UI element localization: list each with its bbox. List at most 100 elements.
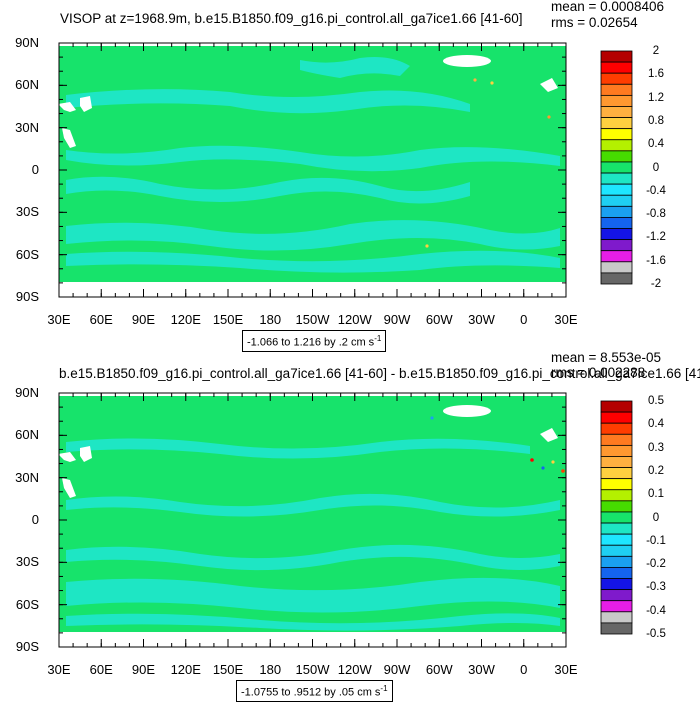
colorbar-label: -1.2: [646, 231, 666, 244]
x-tick-label: 90W: [383, 662, 411, 677]
light-zone: [66, 613, 560, 631]
colorbar-label: -0.1: [646, 534, 666, 547]
colorbar-label: 0.8: [648, 114, 664, 127]
rms-label: rms = 0.02654: [551, 15, 638, 30]
y-tick-label: 90S: [15, 289, 39, 304]
y-tick-label: 30N: [15, 469, 39, 485]
colorbar-2: [600, 400, 633, 635]
colorbar-box: [600, 478, 633, 491]
colorbar-box: [600, 272, 633, 285]
coast-land: [58, 96, 92, 112]
colorbar-box: [600, 50, 633, 63]
x-tick-label: 120W: [337, 312, 372, 327]
colorbar-box: [600, 489, 633, 502]
colorbar-label: 1.2: [648, 91, 664, 104]
y-tick-label: 30N: [15, 119, 39, 135]
value-marker: [547, 115, 551, 119]
colorbar-box: [600, 578, 633, 591]
x-tick-label: 0: [520, 312, 528, 327]
colorbar-label: -1.6: [646, 254, 666, 267]
x-tick-label: 150W: [295, 312, 330, 327]
mean-label: mean = 8.553e-05: [551, 350, 661, 365]
x-tick-label: 30W: [468, 312, 495, 327]
colorbar-box: [600, 261, 633, 274]
markers-1: [425, 78, 551, 248]
panel-title: b.e15.B1850.f09_g16.pi_control.all_ga7ic…: [59, 366, 700, 381]
x-tick-label: 30E: [554, 312, 578, 327]
colorbar-box: [600, 72, 633, 85]
colorbar-box: [600, 106, 633, 118]
x-tick-label: 30E: [47, 312, 71, 327]
light-zone: [66, 176, 470, 204]
colorbar-box: [600, 411, 633, 424]
value-marker: [541, 466, 545, 470]
colorbar-box: [600, 61, 633, 74]
greenland-land: [443, 55, 491, 67]
mean-label: mean = 0.0008406: [551, 0, 664, 14]
value-marker: [530, 458, 534, 462]
x-tick-label: 90E: [131, 312, 156, 327]
colorbar-label: 1.6: [648, 68, 664, 81]
map-patterns-2: [66, 438, 560, 631]
x-tick-label: 30W: [468, 662, 495, 677]
value-marker: [561, 469, 565, 473]
data-range-box: -1.0755 to .9512 by .05 cm s-1: [236, 680, 393, 702]
x-tick-label: 90E: [131, 662, 156, 677]
colorbar-label: 0.3: [648, 441, 664, 454]
y-tick-label: 90N: [15, 35, 39, 50]
greenland-land: [443, 405, 491, 417]
axis-ticks-1: [58, 42, 567, 298]
y-tick-label: 60S: [15, 596, 39, 612]
coast-land: [58, 446, 92, 462]
colorbar-box: [600, 511, 633, 524]
colorbar-box: [600, 117, 633, 130]
colorbar-box: [600, 239, 633, 252]
colorbar-box: [600, 522, 633, 535]
x-tick-label: 30E: [47, 662, 71, 677]
light-zone: [66, 250, 560, 273]
colorbar-box: [600, 228, 633, 241]
range-superscript: -1: [374, 334, 382, 343]
colorbar-box: [600, 83, 633, 96]
colorbar-label: 0.4: [648, 138, 664, 151]
x-tick-label: 180: [259, 312, 282, 327]
colorbar-label: 0.5: [648, 395, 664, 407]
colorbar-label: -2: [650, 278, 662, 290]
colorbar-box: [600, 250, 633, 263]
coast-land: [540, 428, 558, 442]
colorbar-box: [600, 183, 633, 196]
x-tick-label: 60W: [425, 312, 453, 327]
colorbar-box: [600, 422, 633, 435]
range-text: -1.066 to 1.216 by .2 cm s: [247, 336, 375, 349]
y-tick-label: 60N: [15, 77, 39, 93]
value-marker: [425, 244, 429, 248]
x-tick-label: 60E: [89, 312, 113, 327]
x-tick-label: 180: [259, 662, 282, 677]
colorbar-box: [600, 500, 633, 513]
x-tick-label: 150E: [212, 662, 244, 677]
y-tick-label: 0: [31, 162, 39, 177]
y-tick-label: 90S: [15, 639, 39, 654]
top-panel: VISOP at z=1968.9m, b.e15.B1850.f09_g16.…: [0, 0, 700, 352]
colorbar-label: -0.3: [646, 581, 666, 594]
coast-land: [540, 78, 558, 92]
y-tick-label: 60N: [15, 427, 39, 443]
colorbar-box: [600, 544, 633, 557]
light-zone: [66, 145, 560, 172]
markers-2: [430, 416, 565, 473]
colorbar-1: [600, 50, 633, 285]
range-text: -1.0755 to .9512 by .05 cm s: [241, 686, 381, 699]
colorbar-label: 0: [652, 161, 660, 174]
y-tick-label: 30S: [15, 204, 39, 220]
colorbar-box: [600, 622, 633, 635]
colorbar-box: [600, 161, 633, 174]
value-marker: [551, 460, 555, 464]
axis-ticks-2: [58, 392, 567, 648]
x-tick-label: 60E: [89, 662, 113, 677]
colorbar-label: 0: [652, 511, 660, 524]
light-zone: [66, 438, 530, 459]
x-tick-label: 150E: [212, 312, 244, 327]
colorbar-box: [600, 444, 633, 457]
coast-land: [62, 478, 76, 498]
value-marker: [473, 78, 477, 82]
